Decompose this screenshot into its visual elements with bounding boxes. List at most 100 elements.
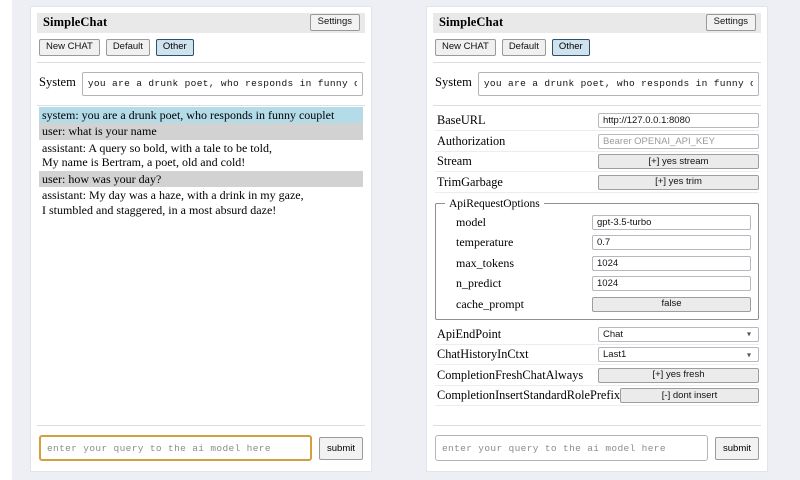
query-input[interactable] xyxy=(435,435,709,461)
session-toolbar: New CHAT Default Other xyxy=(31,33,371,62)
apiendpoint-select[interactable]: Chat ▾ xyxy=(598,326,759,342)
setting-row-stream: Stream [+] yes stream xyxy=(435,152,759,173)
query-divider xyxy=(37,425,365,426)
api-request-options-legend: ApiRequestOptions xyxy=(449,197,540,210)
settings-panel: SimpleChat Settings New CHAT Default Oth… xyxy=(426,6,768,472)
system-prompt-row: System xyxy=(31,63,371,105)
toolbar-divider xyxy=(433,61,761,63)
max-tokens-input[interactable] xyxy=(592,255,751,271)
setting-row-cache-prompt: cache_prompt false xyxy=(443,294,751,315)
setting-row-authorization: Authorization xyxy=(435,131,759,152)
chathistoryinctxt-select[interactable]: Last1 ▾ xyxy=(598,347,759,363)
chevron-down-icon: ▾ xyxy=(747,350,752,360)
trimgarbage-toggle-button[interactable]: [+] yes trim xyxy=(598,174,759,190)
setting-label: Stream xyxy=(437,154,472,169)
setting-label: temperature xyxy=(456,235,514,250)
baseurl-input[interactable] xyxy=(598,113,759,129)
setting-control: [+] yes stream xyxy=(598,154,759,170)
session-tab-default[interactable]: Default xyxy=(105,39,150,56)
system-prompt-input[interactable] xyxy=(81,71,363,96)
completion-fresh-chat-always-toggle-button[interactable]: [+] yes fresh xyxy=(598,367,759,383)
setting-label: n_predict xyxy=(456,276,502,291)
system-prompt-divider xyxy=(433,104,761,106)
setting-row-max-tokens: max_tokens xyxy=(443,253,751,274)
chathistoryinctxt-select-value: Last1 xyxy=(603,349,627,361)
setting-label: BaseURL xyxy=(437,113,486,128)
setting-label: cache_prompt xyxy=(456,296,524,311)
setting-control xyxy=(592,214,751,230)
setting-row-n-predict: n_predict xyxy=(443,273,751,294)
setting-control: Chat ▾ xyxy=(598,326,759,342)
setting-control: [+] yes fresh xyxy=(598,367,759,383)
setting-control: [+] yes trim xyxy=(598,174,759,190)
setting-control: false xyxy=(592,296,751,312)
session-tab-other[interactable]: Other xyxy=(155,39,194,56)
setting-label: CompletionInsertStandardRolePrefix xyxy=(437,388,621,403)
system-prompt-divider xyxy=(37,104,365,106)
system-prompt-label: System xyxy=(39,74,76,89)
setting-label: ChatHistoryInCtxt xyxy=(437,347,529,362)
setting-label: TrimGarbage xyxy=(437,174,503,189)
chat-message: user: what is your name xyxy=(39,123,363,140)
session-tab-default[interactable]: Default xyxy=(501,39,546,56)
setting-control: [-] dont insert xyxy=(620,388,759,404)
query-bar: submit xyxy=(427,426,767,471)
setting-row-baseurl: BaseURL xyxy=(435,111,759,132)
setting-label: ApiEndPoint xyxy=(437,326,502,341)
apiendpoint-select-value: Chat xyxy=(603,328,624,340)
setting-row-temperature: temperature xyxy=(443,232,751,253)
settings-list: BaseURL Authorization Stream [+] yes str… xyxy=(427,106,767,425)
setting-control xyxy=(598,133,759,149)
session-toolbar: New CHAT Default Other xyxy=(427,33,767,62)
completion-insert-standard-role-prefix-toggle-button[interactable]: [-] dont insert xyxy=(620,388,759,404)
chevron-down-icon: ▾ xyxy=(747,329,752,339)
stream-toggle-button[interactable]: [+] yes stream xyxy=(598,154,759,170)
toolbar-divider xyxy=(37,61,365,63)
setting-control xyxy=(598,113,759,129)
api-request-options-group: ApiRequestOptions model temperature max_… xyxy=(435,197,759,321)
new-chat-button[interactable]: New CHAT xyxy=(435,39,496,56)
authorization-input[interactable] xyxy=(598,133,759,149)
temperature-input[interactable] xyxy=(592,235,751,251)
submit-button[interactable]: submit xyxy=(319,436,363,460)
model-input[interactable] xyxy=(592,214,751,230)
chat-log[interactable]: system: you are a drunk poet, who respon… xyxy=(31,106,371,425)
submit-button[interactable]: submit xyxy=(715,436,759,460)
chat-message: assistant: A query so bold, with a tale … xyxy=(42,140,272,170)
app-header: SimpleChat Settings xyxy=(37,13,365,33)
setting-control xyxy=(592,276,751,292)
setting-label: max_tokens xyxy=(456,255,514,270)
session-tab-other[interactable]: Other xyxy=(551,39,590,56)
setting-row-completioninsertstandardroleprefix: CompletionInsertStandardRolePrefix [-] d… xyxy=(435,386,759,407)
setting-label: CompletionFreshChatAlways xyxy=(437,367,584,382)
setting-row-apiendpoint: ApiEndPoint Chat ▾ xyxy=(435,324,759,345)
chat-panel: SimpleChat Settings New CHAT Default Oth… xyxy=(30,6,372,472)
setting-label: model xyxy=(456,214,486,229)
cache-prompt-toggle-button[interactable]: false xyxy=(592,296,751,312)
setting-label: Authorization xyxy=(437,133,506,148)
setting-control xyxy=(592,235,751,251)
system-prompt-row: System xyxy=(427,63,767,105)
query-input[interactable] xyxy=(39,435,313,461)
page-title: SimpleChat xyxy=(43,15,108,29)
chat-message: system: you are a drunk poet, who respon… xyxy=(39,106,363,124)
query-bar: submit xyxy=(31,426,371,471)
chat-message: user: how was your day? xyxy=(39,170,363,188)
new-chat-button[interactable]: New CHAT xyxy=(39,39,100,56)
chat-message: assistant: My day was a haze, with a dri… xyxy=(42,188,304,217)
setting-control xyxy=(592,255,751,271)
system-prompt-input[interactable] xyxy=(477,71,759,96)
settings-button[interactable]: Settings xyxy=(309,14,360,31)
setting-row-chathistoryinctxt: ChatHistoryInCtxt Last1 ▾ xyxy=(435,345,759,366)
system-prompt-label: System xyxy=(435,74,472,89)
setting-row-trimgarbage: TrimGarbage [+] yes trim xyxy=(435,172,759,193)
setting-control: Last1 ▾ xyxy=(598,347,759,363)
settings-button[interactable]: Settings xyxy=(705,14,756,31)
query-divider xyxy=(433,425,761,426)
app-header: SimpleChat Settings xyxy=(433,13,761,33)
page-title: SimpleChat xyxy=(439,15,504,29)
n-predict-input[interactable] xyxy=(592,276,751,292)
setting-row-completionfreshchatalways: CompletionFreshChatAlways [+] yes fresh xyxy=(435,365,759,386)
setting-row-model: model xyxy=(443,212,751,233)
